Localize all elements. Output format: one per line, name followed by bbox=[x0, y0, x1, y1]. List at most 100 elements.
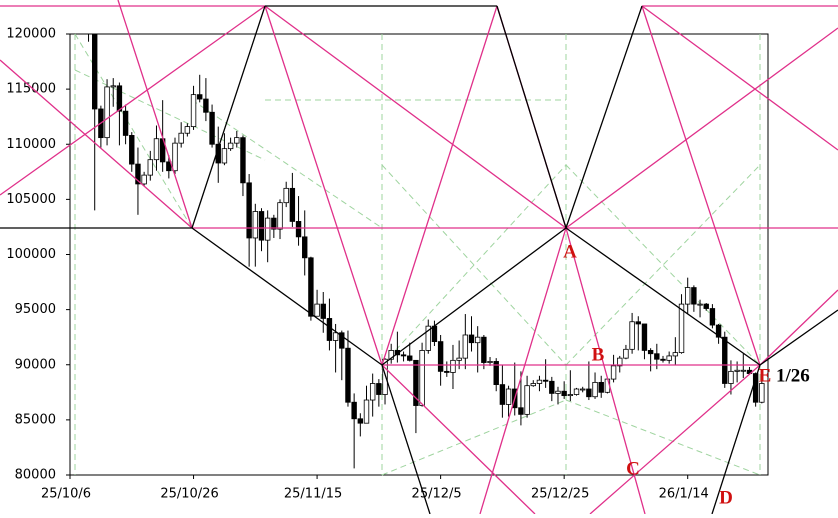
candle-body bbox=[629, 321, 635, 350]
candle-body bbox=[715, 324, 722, 338]
candle-body bbox=[382, 358, 388, 395]
candle-body bbox=[722, 336, 728, 384]
candle-body bbox=[221, 148, 228, 164]
candle-body bbox=[561, 390, 567, 397]
y-tick-label: 110000 bbox=[6, 137, 56, 152]
candle-body bbox=[728, 370, 734, 384]
candle-body bbox=[623, 348, 629, 359]
candle-body bbox=[320, 303, 326, 319]
candle-body bbox=[499, 384, 506, 405]
candle-body bbox=[74, 0, 79, 19]
annotation: A bbox=[563, 241, 577, 262]
guide-dashed bbox=[74, 33, 761, 476]
x-tick-label: 25/11/15 bbox=[284, 487, 342, 502]
candle-body bbox=[425, 325, 431, 351]
candle-body bbox=[209, 111, 215, 145]
y-tick-label: 115000 bbox=[6, 82, 56, 97]
y-tick-label: 100000 bbox=[6, 247, 56, 262]
candle-body bbox=[586, 388, 592, 398]
candle-body bbox=[579, 388, 586, 391]
candle-body bbox=[431, 325, 438, 342]
candle-body bbox=[666, 355, 672, 361]
x-tick-label: 26/1/14 bbox=[659, 487, 709, 502]
candle-body bbox=[203, 98, 209, 113]
candle-body bbox=[672, 352, 679, 357]
candle-body bbox=[635, 321, 641, 325]
candle-body bbox=[116, 85, 123, 112]
candle-body bbox=[759, 383, 765, 403]
candle-body bbox=[240, 137, 246, 184]
candle-body bbox=[302, 236, 308, 259]
candle-body bbox=[474, 336, 481, 344]
y-tick-label: 85000 bbox=[15, 412, 56, 427]
candle-body bbox=[271, 217, 277, 230]
annotation: 1/26 bbox=[776, 365, 810, 386]
candle-body bbox=[678, 303, 685, 354]
candle-body bbox=[641, 323, 648, 351]
candle-body bbox=[752, 373, 759, 403]
candle-body bbox=[234, 137, 240, 144]
x-tick-label: 25/10/6 bbox=[41, 487, 91, 502]
candle-body bbox=[141, 174, 147, 185]
x-tick-label: 25/10/26 bbox=[160, 487, 218, 502]
candle-body bbox=[178, 132, 184, 144]
candle-body bbox=[505, 388, 512, 405]
candle-body bbox=[345, 347, 351, 403]
candle-body bbox=[190, 94, 197, 128]
y-tick-label: 105000 bbox=[6, 192, 56, 207]
candle-body bbox=[740, 369, 746, 372]
y-tick-label: 95000 bbox=[15, 302, 56, 317]
x-tick-label: 25/12/5 bbox=[412, 487, 462, 502]
guide-black bbox=[0, 5, 838, 515]
candle-body bbox=[456, 357, 462, 361]
candle-body bbox=[351, 401, 357, 420]
candle-body bbox=[129, 135, 135, 165]
candle-body bbox=[264, 217, 271, 241]
candle-body bbox=[610, 365, 617, 380]
candle-body bbox=[80, 0, 85, 19]
candle-body bbox=[444, 370, 450, 373]
candle-body bbox=[258, 211, 265, 241]
candle-body bbox=[567, 394, 574, 397]
candle-body bbox=[363, 399, 370, 424]
candle-body bbox=[332, 332, 339, 341]
candle-body bbox=[295, 221, 302, 238]
candle-body bbox=[592, 381, 598, 398]
candle-body bbox=[660, 358, 666, 361]
candle-body bbox=[487, 361, 493, 363]
candle-body bbox=[734, 369, 740, 372]
candle-body bbox=[530, 383, 536, 387]
axes: 80000 85000 90000 95000 100000 105000 110000 11… bbox=[6, 27, 708, 502]
candle-body bbox=[314, 303, 320, 317]
candle-body bbox=[450, 359, 456, 373]
candle-body bbox=[184, 126, 191, 134]
y-tick-label: 90000 bbox=[15, 357, 56, 372]
candle-body bbox=[252, 211, 259, 239]
candle-body bbox=[86, 0, 91, 15]
candle-body bbox=[647, 350, 654, 355]
candle-body bbox=[524, 385, 530, 415]
candle-body bbox=[598, 381, 604, 393]
annotation: B bbox=[592, 344, 605, 365]
candle-body bbox=[617, 357, 623, 367]
candle-body bbox=[283, 187, 289, 204]
candle-body bbox=[147, 159, 154, 176]
candle-body bbox=[555, 390, 561, 394]
candle-body bbox=[166, 161, 172, 172]
x-tick-label: 25/12/25 bbox=[531, 487, 589, 502]
candle-body bbox=[684, 287, 691, 305]
candle-body bbox=[407, 355, 413, 361]
candle-body bbox=[388, 350, 394, 360]
candle-body bbox=[357, 418, 364, 424]
candle-body bbox=[703, 303, 709, 309]
candle-body bbox=[697, 303, 703, 306]
candle-body bbox=[437, 341, 444, 372]
candle-body bbox=[376, 383, 382, 395]
candle-body bbox=[549, 380, 555, 394]
candle-body bbox=[172, 142, 178, 172]
candle-body bbox=[493, 361, 499, 385]
candle-body bbox=[122, 110, 129, 136]
candle-body bbox=[92, 34, 98, 110]
candle-body bbox=[536, 379, 543, 384]
